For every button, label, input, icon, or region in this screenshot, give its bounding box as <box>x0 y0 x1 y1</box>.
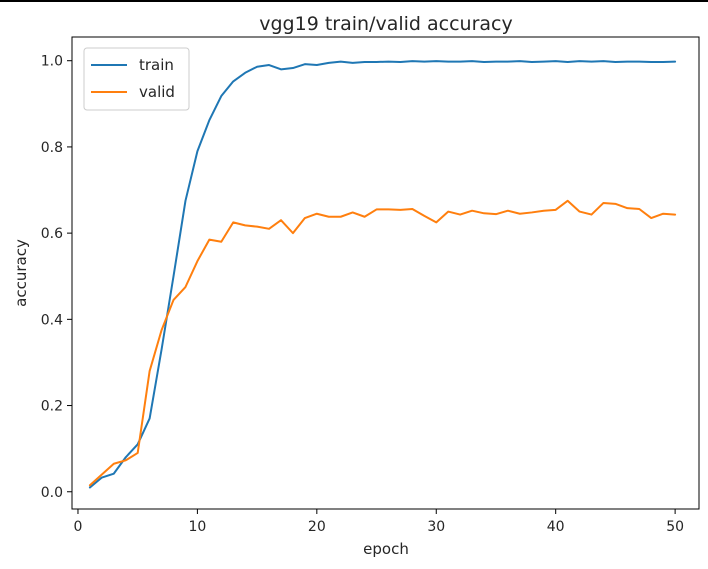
x-tick-label: 10 <box>188 519 206 535</box>
y-axis: 0.0 0.2 0.4 0.6 0.8 1.0 <box>41 54 72 501</box>
y-tick-label: 0.8 <box>41 140 63 156</box>
series-line-valid <box>88 199 677 487</box>
y-tick-label: 0.2 <box>41 399 63 415</box>
x-tick-label: 50 <box>666 519 684 535</box>
legend-frame <box>83 47 190 111</box>
top-border <box>0 0 708 2</box>
legend-label-train: train <box>139 56 174 74</box>
y-tick-label: 0.0 <box>41 485 63 501</box>
series-layer <box>88 60 677 489</box>
x-tick-label: 30 <box>427 519 445 535</box>
y-tick-label: 1.0 <box>41 54 63 70</box>
legend-label-valid: valid <box>139 83 175 101</box>
y-tick-label: 0.4 <box>41 312 63 328</box>
y-tick-label: 0.6 <box>41 226 63 242</box>
y-axis-label: accuracy <box>12 239 30 307</box>
x-axis: 0 10 20 30 40 50 <box>74 509 684 535</box>
x-tick-label: 0 <box>74 519 83 535</box>
x-tick-label: 40 <box>547 519 565 535</box>
x-tick-label: 20 <box>308 519 326 535</box>
legend: train valid <box>83 47 190 111</box>
x-axis-label: epoch <box>363 540 409 558</box>
chart-title: vgg19 train/valid accuracy <box>259 13 512 35</box>
series-line-train <box>88 60 677 489</box>
plot-frame <box>71 36 700 510</box>
